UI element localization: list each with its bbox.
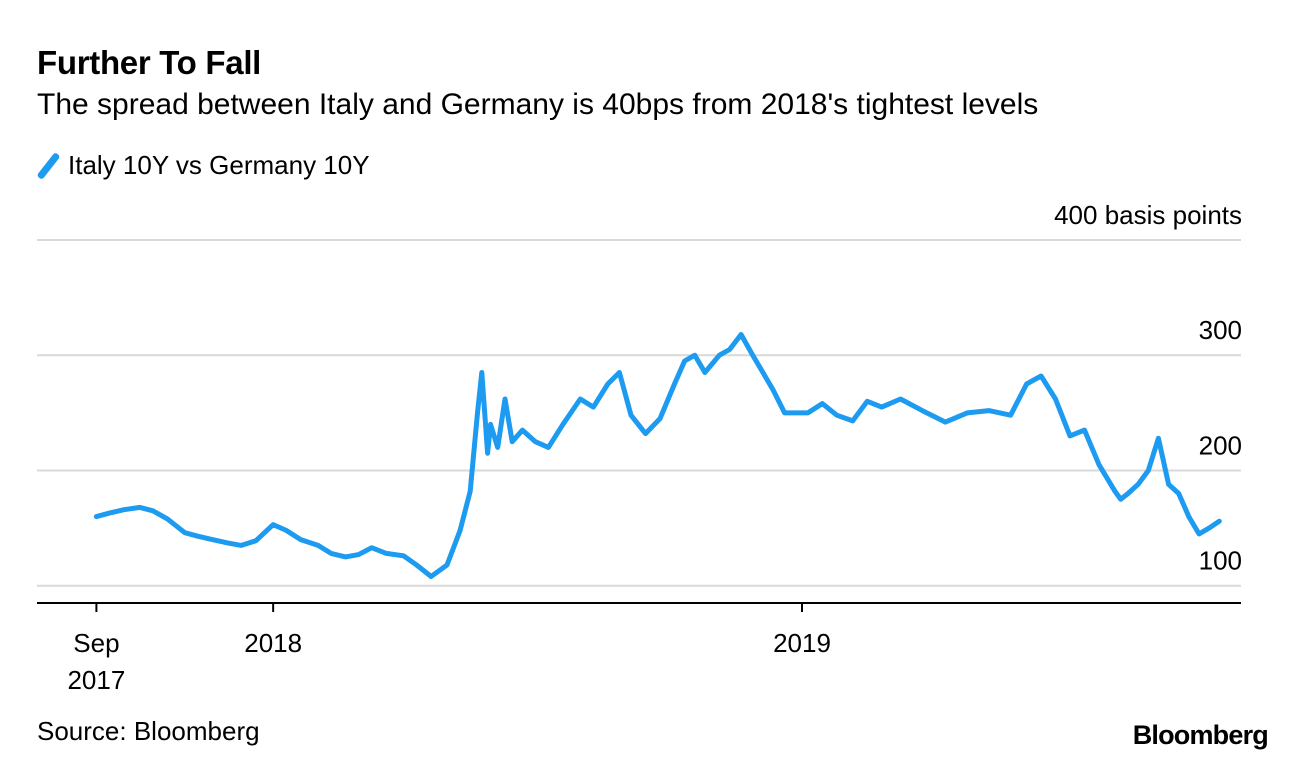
series-line-italy-germany-spread [93,332,1222,579]
source-note: Source: Bloomberg [37,716,260,746]
y-tick-label-300: 300 [1199,315,1242,345]
chart-title: Further To Fall [37,44,262,81]
x-tick-label-2018-01-01-0: 2018 [244,628,302,658]
y-tick-label-100: 100 [1199,546,1242,576]
chart-subtitle: The spread between Italy and Germany is … [37,88,1039,121]
x-tick-label-2019-01-01-0: 2019 [773,628,831,658]
legend: Italy 10Y vs Germany 10Y [36,150,370,181]
x-tick-label-2017-09-01-1: 2017 [67,665,125,695]
x-tick-label-2017-09-01-0: Sep [73,628,119,658]
legend-label: Italy 10Y vs Germany 10Y [68,150,370,180]
y-tick-label-200: 200 [1199,430,1242,460]
bloomberg-logo: Bloomberg [1132,720,1269,750]
y-tick-label-400: 400 basis points [1054,200,1242,230]
